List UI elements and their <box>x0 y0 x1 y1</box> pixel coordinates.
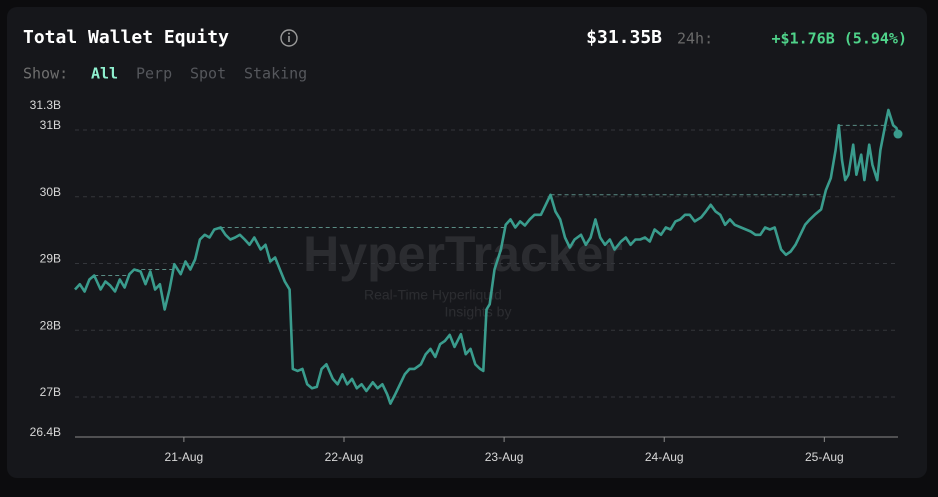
y-tick-label: 27B <box>40 385 61 399</box>
watermark: HyperTracker Real-Time Hyperliquid Insig… <box>303 226 623 320</box>
change-value: +$1.76B (5.94%) <box>772 30 907 48</box>
x-tick-label: 22-Aug <box>325 450 364 464</box>
watermark-brand: HyperTracker <box>303 226 623 282</box>
end-point <box>893 129 903 139</box>
y-tick-label: 26.4B <box>30 425 61 439</box>
filter-option[interactable]: Spot <box>190 65 226 83</box>
title: Total Wallet Equity <box>23 27 229 48</box>
x-tick-label: 25-Aug <box>805 450 844 464</box>
x-tick-label: 24-Aug <box>645 450 684 464</box>
equity-line <box>74 108 900 405</box>
y-tick-label: 30B <box>40 185 61 199</box>
y-tick-label: 29B <box>40 252 61 266</box>
change-label: 24h: <box>677 30 713 48</box>
filter-options: All Perp Spot Staking <box>91 65 307 83</box>
y-tick-label: 31B <box>40 118 61 132</box>
x-tick-label: 23-Aug <box>485 450 524 464</box>
x-tick-label: 21-Aug <box>165 450 204 464</box>
watermark-line: Real-Time Hyperliquid <box>364 287 502 303</box>
filter-option[interactable]: Perp <box>136 65 172 83</box>
y-tick-label: 28B <box>40 318 61 332</box>
y-tick-label: 31.3B <box>30 98 61 112</box>
show-label: Show: <box>23 65 68 83</box>
watermark-line: Insights by <box>445 304 512 320</box>
info-icon[interactable] <box>280 29 298 47</box>
filter-option[interactable]: All <box>91 65 118 83</box>
total-value: $31.35B <box>586 27 662 48</box>
filter-option[interactable]: Staking <box>244 65 307 83</box>
plot: 26.4B 27B 28B 29B 30B 31B 31.3B 21-Aug 22-Aug 23-… <box>30 98 903 464</box>
card <box>7 7 927 478</box>
